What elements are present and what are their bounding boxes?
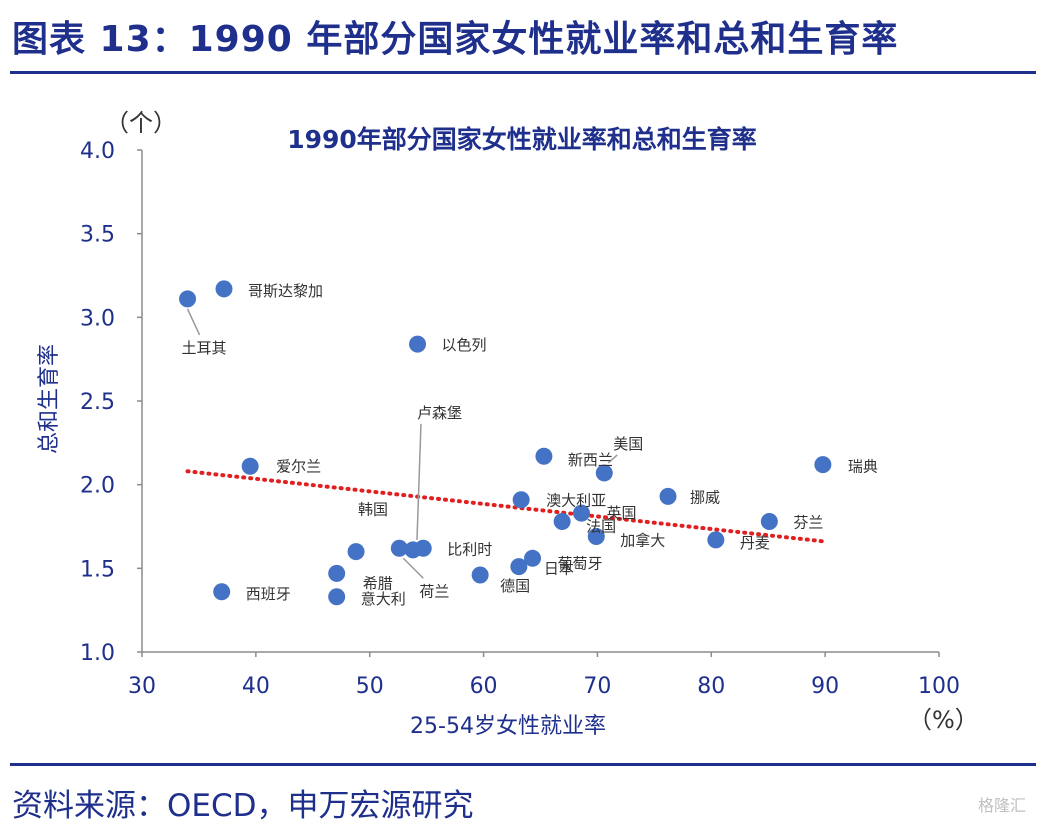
data-point — [328, 564, 346, 582]
leader-line — [186, 308, 201, 336]
source-rule — [10, 763, 1036, 766]
point-label: 加拿大 — [620, 532, 665, 550]
y-tick-label: 1.5 — [80, 557, 115, 582]
leader-line — [607, 454, 618, 464]
point-label: 卢森堡 — [417, 404, 462, 422]
data-point — [760, 512, 778, 530]
x-tick-label: 90 — [811, 674, 839, 699]
leader-line — [416, 423, 422, 540]
y-tick-label: 2.5 — [80, 390, 115, 415]
x-tick-label: 50 — [356, 674, 384, 699]
point-label: 法国 — [586, 517, 616, 535]
point-label: 希腊 — [363, 574, 393, 592]
data-point — [587, 528, 605, 546]
chart-title: 1990年部分国家女性就业率和总和生育率 — [287, 125, 757, 154]
point-label: 比利时 — [447, 540, 492, 558]
point-label: 瑞典 — [848, 458, 878, 476]
x-tick-label: 30 — [128, 674, 156, 699]
data-point — [595, 464, 613, 482]
data-point — [572, 504, 590, 522]
source-note: 资料来源：OECD，申万宏源研究 — [12, 788, 474, 824]
x-tick-label: 70 — [583, 674, 611, 699]
watermark: 格隆汇 — [977, 796, 1026, 815]
point-label: 英国 — [606, 504, 636, 522]
data-point — [510, 558, 528, 576]
data-point — [328, 588, 346, 606]
point-label: 哥斯达黎加 — [248, 282, 323, 300]
y-axis-unit: （个） — [105, 109, 177, 137]
point-label: 土耳其 — [182, 339, 227, 357]
point-label: 丹麦 — [740, 534, 770, 552]
x-tick-label: 60 — [470, 674, 498, 699]
x-tick-label: 40 — [242, 674, 270, 699]
y-tick-label: 3.5 — [80, 223, 115, 248]
data-point — [524, 549, 542, 567]
data-point — [390, 539, 408, 557]
data-point — [179, 290, 197, 308]
point-label: 芬兰 — [793, 513, 823, 531]
point-label: 新西兰 — [568, 451, 613, 469]
data-point — [471, 566, 489, 584]
data-point — [414, 539, 432, 557]
scatter-chart: 1990年部分国家女性就业率和总和生育率 （个） （%） 总和生育率 25-54… — [37, 109, 979, 739]
trend-line — [185, 469, 828, 544]
data-point — [213, 583, 231, 601]
y-tick-label: 3.0 — [80, 306, 115, 331]
data-point — [512, 491, 530, 509]
data-point — [659, 487, 677, 505]
data-point — [707, 531, 725, 549]
data-point — [241, 457, 259, 475]
y-tick-label: 4.0 — [80, 139, 115, 164]
point-label: 挪威 — [690, 488, 720, 506]
point-label: 西班牙 — [246, 585, 291, 603]
y-tick-label: 2.0 — [80, 474, 115, 499]
point-label: 澳大利亚 — [546, 492, 606, 510]
data-point — [215, 280, 233, 298]
data-point — [553, 512, 571, 530]
x-tick-label: 100 — [918, 674, 960, 699]
point-label: 韩国 — [358, 501, 388, 519]
point-label: 意大利 — [361, 590, 406, 608]
title-rule — [10, 71, 1036, 74]
figure-title: 图表 13：1990 年部分国家女性就业率和总和生育率 — [12, 19, 899, 60]
y-tick-label: 1.0 — [80, 641, 115, 666]
point-label: 德国 — [500, 577, 530, 595]
point-label: 美国 — [613, 435, 643, 453]
x-tick-label: 80 — [697, 674, 725, 699]
y-axis-label: 总和生育率 — [37, 344, 62, 454]
data-point — [535, 447, 553, 465]
data-point — [409, 335, 427, 353]
point-label: 爱尔兰 — [276, 457, 321, 475]
leader-line — [402, 557, 424, 579]
data-point — [814, 456, 832, 474]
point-label: 荷兰 — [419, 582, 449, 600]
point-label: 葡萄牙 — [558, 554, 603, 572]
data-point — [347, 543, 365, 561]
point-label: 以色列 — [442, 336, 487, 354]
x-axis-unit: （%） — [908, 706, 979, 734]
point-label: 日本 — [544, 560, 574, 578]
x-axis-label: 25-54岁女性就业率 — [410, 714, 606, 739]
